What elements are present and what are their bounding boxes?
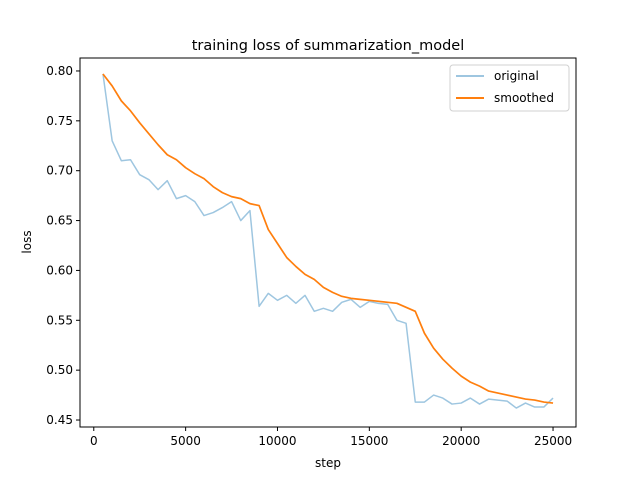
x-tick-label: 0 [90,434,98,448]
y-tick-label: 0.75 [46,114,73,128]
y-tick-label: 0.70 [46,164,73,178]
y-tick-label: 0.50 [46,363,73,377]
x-axis-label: step [315,456,341,470]
x-tick-label: 10000 [258,434,296,448]
y-axis: 0.45 0.50 0.55 0.60 0.65 0.70 0.75 0.80 [46,64,80,427]
chart-title: training loss of summarization_model [192,38,465,54]
x-tick-label: 15000 [350,434,388,448]
x-tick-label: 20000 [442,434,480,448]
x-tick-label: 25000 [534,434,572,448]
x-axis: 0 5000 10000 15000 20000 25000 [90,427,572,448]
y-tick-label: 0.65 [46,214,73,228]
y-tick-label: 0.55 [46,313,73,327]
plot-frame [79,57,577,428]
series-layer [102,73,554,409]
legend-label-original: original [494,69,539,83]
x-tick-label: 5000 [170,434,201,448]
y-axis-label: loss [20,230,34,253]
legend-label-smoothed: smoothed [494,91,554,105]
legend: original smoothed [449,64,570,112]
series-line-original [102,73,554,409]
y-tick-label: 0.45 [46,413,73,427]
y-tick-label: 0.60 [46,263,73,277]
y-tick-label: 0.80 [46,64,73,78]
series-line-smoothed [102,73,554,404]
